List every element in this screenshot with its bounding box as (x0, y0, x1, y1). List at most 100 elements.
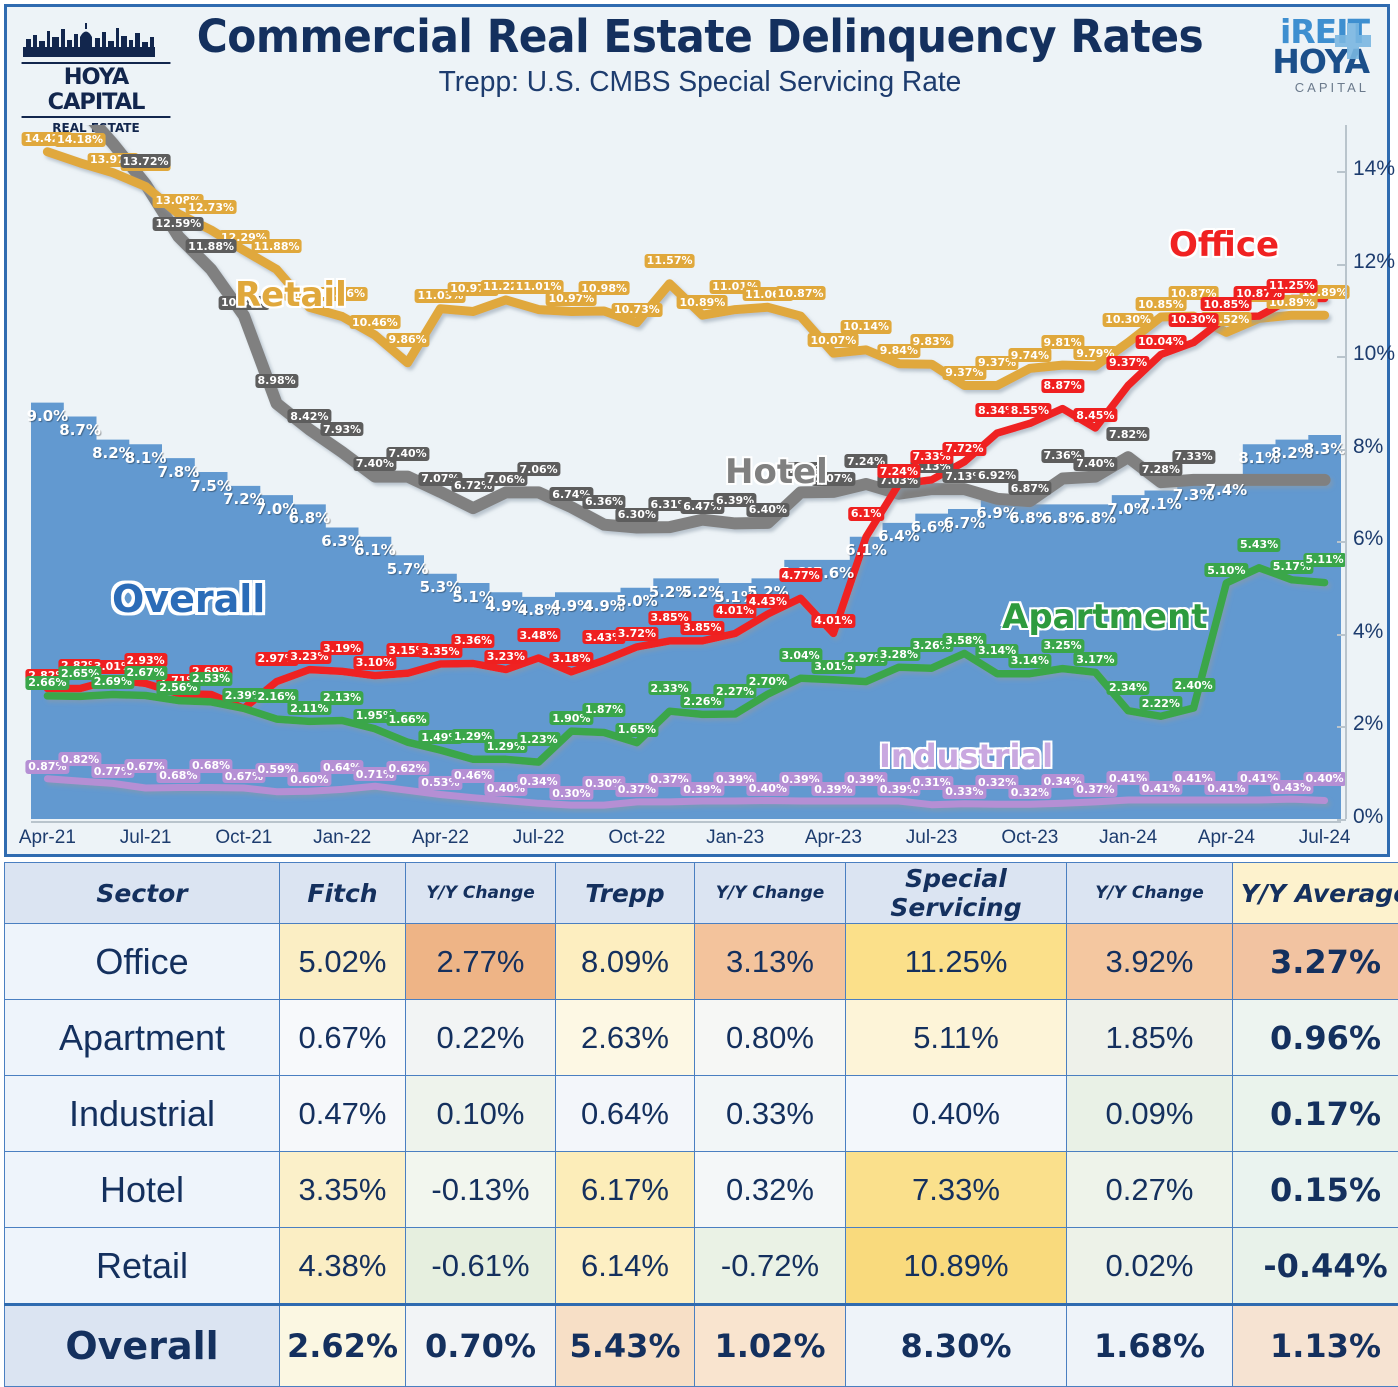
cell-trepp_yy: 0.33% (695, 1076, 846, 1152)
cell-fitch_yy-total: 0.70% (406, 1305, 556, 1387)
cell-trepp: 6.14% (556, 1228, 695, 1305)
chart-subtitle: Trepp: U.S. CMBS Special Servicing Rate (28, 66, 1372, 99)
chart-panel: HOYA CAPITAL REAL ESTATE iREIT HOYA CAPI… (4, 4, 1390, 857)
cell-ss-total: 8.30% (846, 1305, 1067, 1387)
table-header-row: Sector Fitch Y/Y Change Trepp Y/Y Change… (5, 863, 1398, 924)
x-axis-tick-label: Jan-22 (313, 827, 371, 849)
y-axis-line (1345, 125, 1347, 819)
x-axis-tick-label: Jan-24 (1099, 827, 1157, 849)
y-axis-tick-label: 14% (1353, 157, 1395, 181)
y-axis-tick-label: 10% (1353, 342, 1395, 366)
cell-avg: -0.44% (1233, 1228, 1398, 1305)
chart-svg (31, 125, 1341, 819)
cell-fitch_yy: 0.22% (406, 1000, 556, 1076)
skyline-icon (23, 21, 155, 57)
y-axis-tick-label: 2% (1353, 712, 1383, 736)
cell-trepp: 8.09% (556, 924, 695, 1000)
hoya-logo-name: HOYA CAPITAL (22, 62, 171, 118)
cell-trepp: 0.64% (556, 1076, 695, 1152)
col-header-fitch-yy: Y/Y Change (406, 863, 556, 924)
x-axis-tick-label: Oct-22 (608, 827, 665, 849)
cell-fitch_yy: 2.77% (406, 924, 556, 1000)
cell-ss_yy: 0.02% (1067, 1228, 1233, 1305)
ireit-hoya-capital-logo: iREIT HOYA CAPITAL (1237, 17, 1369, 109)
cell-fitch: 0.67% (280, 1000, 406, 1076)
cell-fitch: 0.47% (280, 1076, 406, 1152)
cell-fitch_yy: 0.10% (406, 1076, 556, 1152)
y-axis-tick-mark (1337, 726, 1346, 728)
ireit-logo-line3: CAPITAL (1237, 80, 1369, 95)
cell-fitch-total: 2.62% (280, 1305, 406, 1387)
col-header-trepp-yy: Y/Y Change (695, 863, 846, 924)
cell-avg: 0.96% (1233, 1000, 1398, 1076)
cell-trepp-total: 5.43% (556, 1305, 695, 1387)
cell-trepp_yy-total: 1.02% (695, 1305, 846, 1387)
cell-trepp: 6.17% (556, 1152, 695, 1228)
chart-title: Commercial Real Estate Delinquency Rates (49, 13, 1352, 60)
hoya-capital-logo: HOYA CAPITAL REAL ESTATE (23, 21, 169, 129)
cell-sector: Retail (5, 1228, 280, 1305)
y-axis-tick-label: 12% (1353, 250, 1395, 274)
y-axis-tick-mark (1337, 356, 1346, 358)
x-axis-tick-label: Apr-24 (1198, 827, 1255, 849)
cell-fitch: 5.02% (280, 924, 406, 1000)
x-axis-tick-label: Apr-21 (19, 827, 76, 849)
col-header-sector: Sector (5, 863, 280, 924)
cell-avg: 0.17% (1233, 1076, 1398, 1152)
cell-trepp_yy: 3.13% (695, 924, 846, 1000)
cell-ss: 7.33% (846, 1152, 1067, 1228)
x-axis-tick-label: Apr-22 (412, 827, 469, 849)
cell-trepp: 2.63% (556, 1000, 695, 1076)
plot-area: 9.0%8.7%8.2%8.1%7.8%7.5%7.2%7.0%6.8%6.3%… (31, 125, 1341, 819)
col-header-yy-average: Y/Y Average (1233, 863, 1398, 924)
x-axis-tick-label: Oct-23 (1001, 827, 1058, 849)
cell-trepp_yy: -0.72% (695, 1228, 846, 1305)
col-header-special-servicing: Special Servicing (846, 863, 1067, 924)
cell-fitch_yy: -0.61% (406, 1228, 556, 1305)
col-header-fitch: Fitch (280, 863, 406, 924)
cell-ss_yy: 1.85% (1067, 1000, 1233, 1076)
cell-fitch_yy: -0.13% (406, 1152, 556, 1228)
x-axis-tick-label: Oct-21 (215, 827, 272, 849)
cell-avg: 0.15% (1233, 1152, 1398, 1228)
cell-ss: 11.25% (846, 924, 1067, 1000)
table-head: Sector Fitch Y/Y Change Trepp Y/Y Change… (5, 863, 1398, 924)
cell-sector: Apartment (5, 1000, 280, 1076)
cell-avg: 3.27% (1233, 924, 1398, 1000)
cell-sector: Industrial (5, 1076, 280, 1152)
col-header-trepp: Trepp (556, 863, 695, 924)
y-axis-tick-mark (1337, 449, 1346, 451)
cell-ss: 5.11% (846, 1000, 1067, 1076)
x-axis-tick-label: Jul-23 (906, 827, 958, 849)
y-axis-tick-mark (1337, 541, 1346, 543)
x-axis-tick-label: Jul-24 (1299, 827, 1351, 849)
cell-sector: Hotel (5, 1152, 280, 1228)
x-axis-line (31, 821, 1341, 823)
cell-fitch: 3.35% (280, 1152, 406, 1228)
x-axis-tick-label: Jan-23 (706, 827, 764, 849)
y-axis: 0%2%4%6%8%10%12%14% (1341, 125, 1393, 835)
cell-fitch: 4.38% (280, 1228, 406, 1305)
cross-icon (1331, 21, 1373, 63)
col-header-ss-yy: Y/Y Change (1067, 863, 1233, 924)
x-axis-tick-label: Jul-21 (120, 827, 172, 849)
y-axis-tick-label: 4% (1353, 620, 1383, 644)
y-axis-tick-mark (1337, 264, 1346, 266)
summary-table: Sector Fitch Y/Y Change Trepp Y/Y Change… (4, 862, 1398, 1387)
x-axis-tick-label: Jul-22 (513, 827, 565, 849)
cell-avg-total: 1.13% (1233, 1305, 1398, 1387)
title-block: Commercial Real Estate Delinquency Rates… (7, 13, 1393, 99)
cell-sector: Office (5, 924, 280, 1000)
x-axis-tick-label: Apr-23 (805, 827, 862, 849)
cell-ss_yy: 0.09% (1067, 1076, 1233, 1152)
cell-ss_yy-total: 1.68% (1067, 1305, 1233, 1387)
cell-ss_yy: 0.27% (1067, 1152, 1233, 1228)
